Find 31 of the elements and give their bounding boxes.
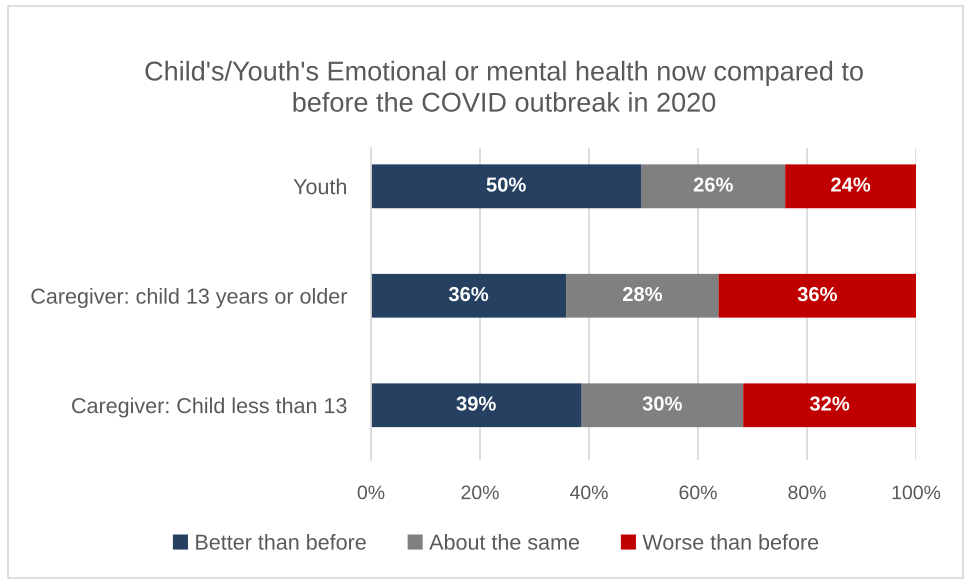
data-label: 28% bbox=[622, 286, 662, 302]
data-label: 36% bbox=[448, 286, 488, 302]
bar bbox=[718, 274, 916, 318]
bar bbox=[371, 164, 642, 208]
legend-label: Worse than before bbox=[642, 534, 818, 550]
legend-label: About the same bbox=[429, 534, 580, 550]
chart-title: Child's/Youth's Emotional or mental health now compared to before the COVID outbreak in 2020 bbox=[145, 60, 863, 112]
bar bbox=[641, 164, 786, 208]
data-label: 30% bbox=[642, 396, 682, 411]
x-tick-label: 40% bbox=[570, 486, 608, 500]
bar bbox=[581, 383, 744, 428]
x-tick-label: 20% bbox=[462, 486, 499, 500]
data-label: 36% bbox=[798, 286, 837, 302]
bar bbox=[785, 164, 916, 208]
data-label: 50% bbox=[486, 177, 526, 192]
data-label: 24% bbox=[831, 177, 870, 192]
data-label: 39% bbox=[456, 396, 496, 411]
bar bbox=[371, 383, 582, 428]
x-tick-label: 0% bbox=[358, 486, 384, 500]
data-label: 32% bbox=[810, 396, 850, 411]
legend-label: Better than before bbox=[196, 534, 366, 550]
y-tick-label: Caregiver: child 13 years or older bbox=[31, 288, 348, 308]
x-tick-label: 80% bbox=[788, 486, 826, 500]
y-tick-label: Youth bbox=[294, 178, 346, 194]
bar bbox=[371, 274, 566, 318]
data-label: 26% bbox=[694, 177, 733, 192]
x-tick-label: 60% bbox=[680, 486, 717, 500]
bar bbox=[566, 274, 719, 318]
y-tick-label: Caregiver: Child less than 13 bbox=[72, 397, 346, 418]
x-tick-label: 100% bbox=[892, 486, 940, 500]
bar bbox=[743, 383, 916, 428]
